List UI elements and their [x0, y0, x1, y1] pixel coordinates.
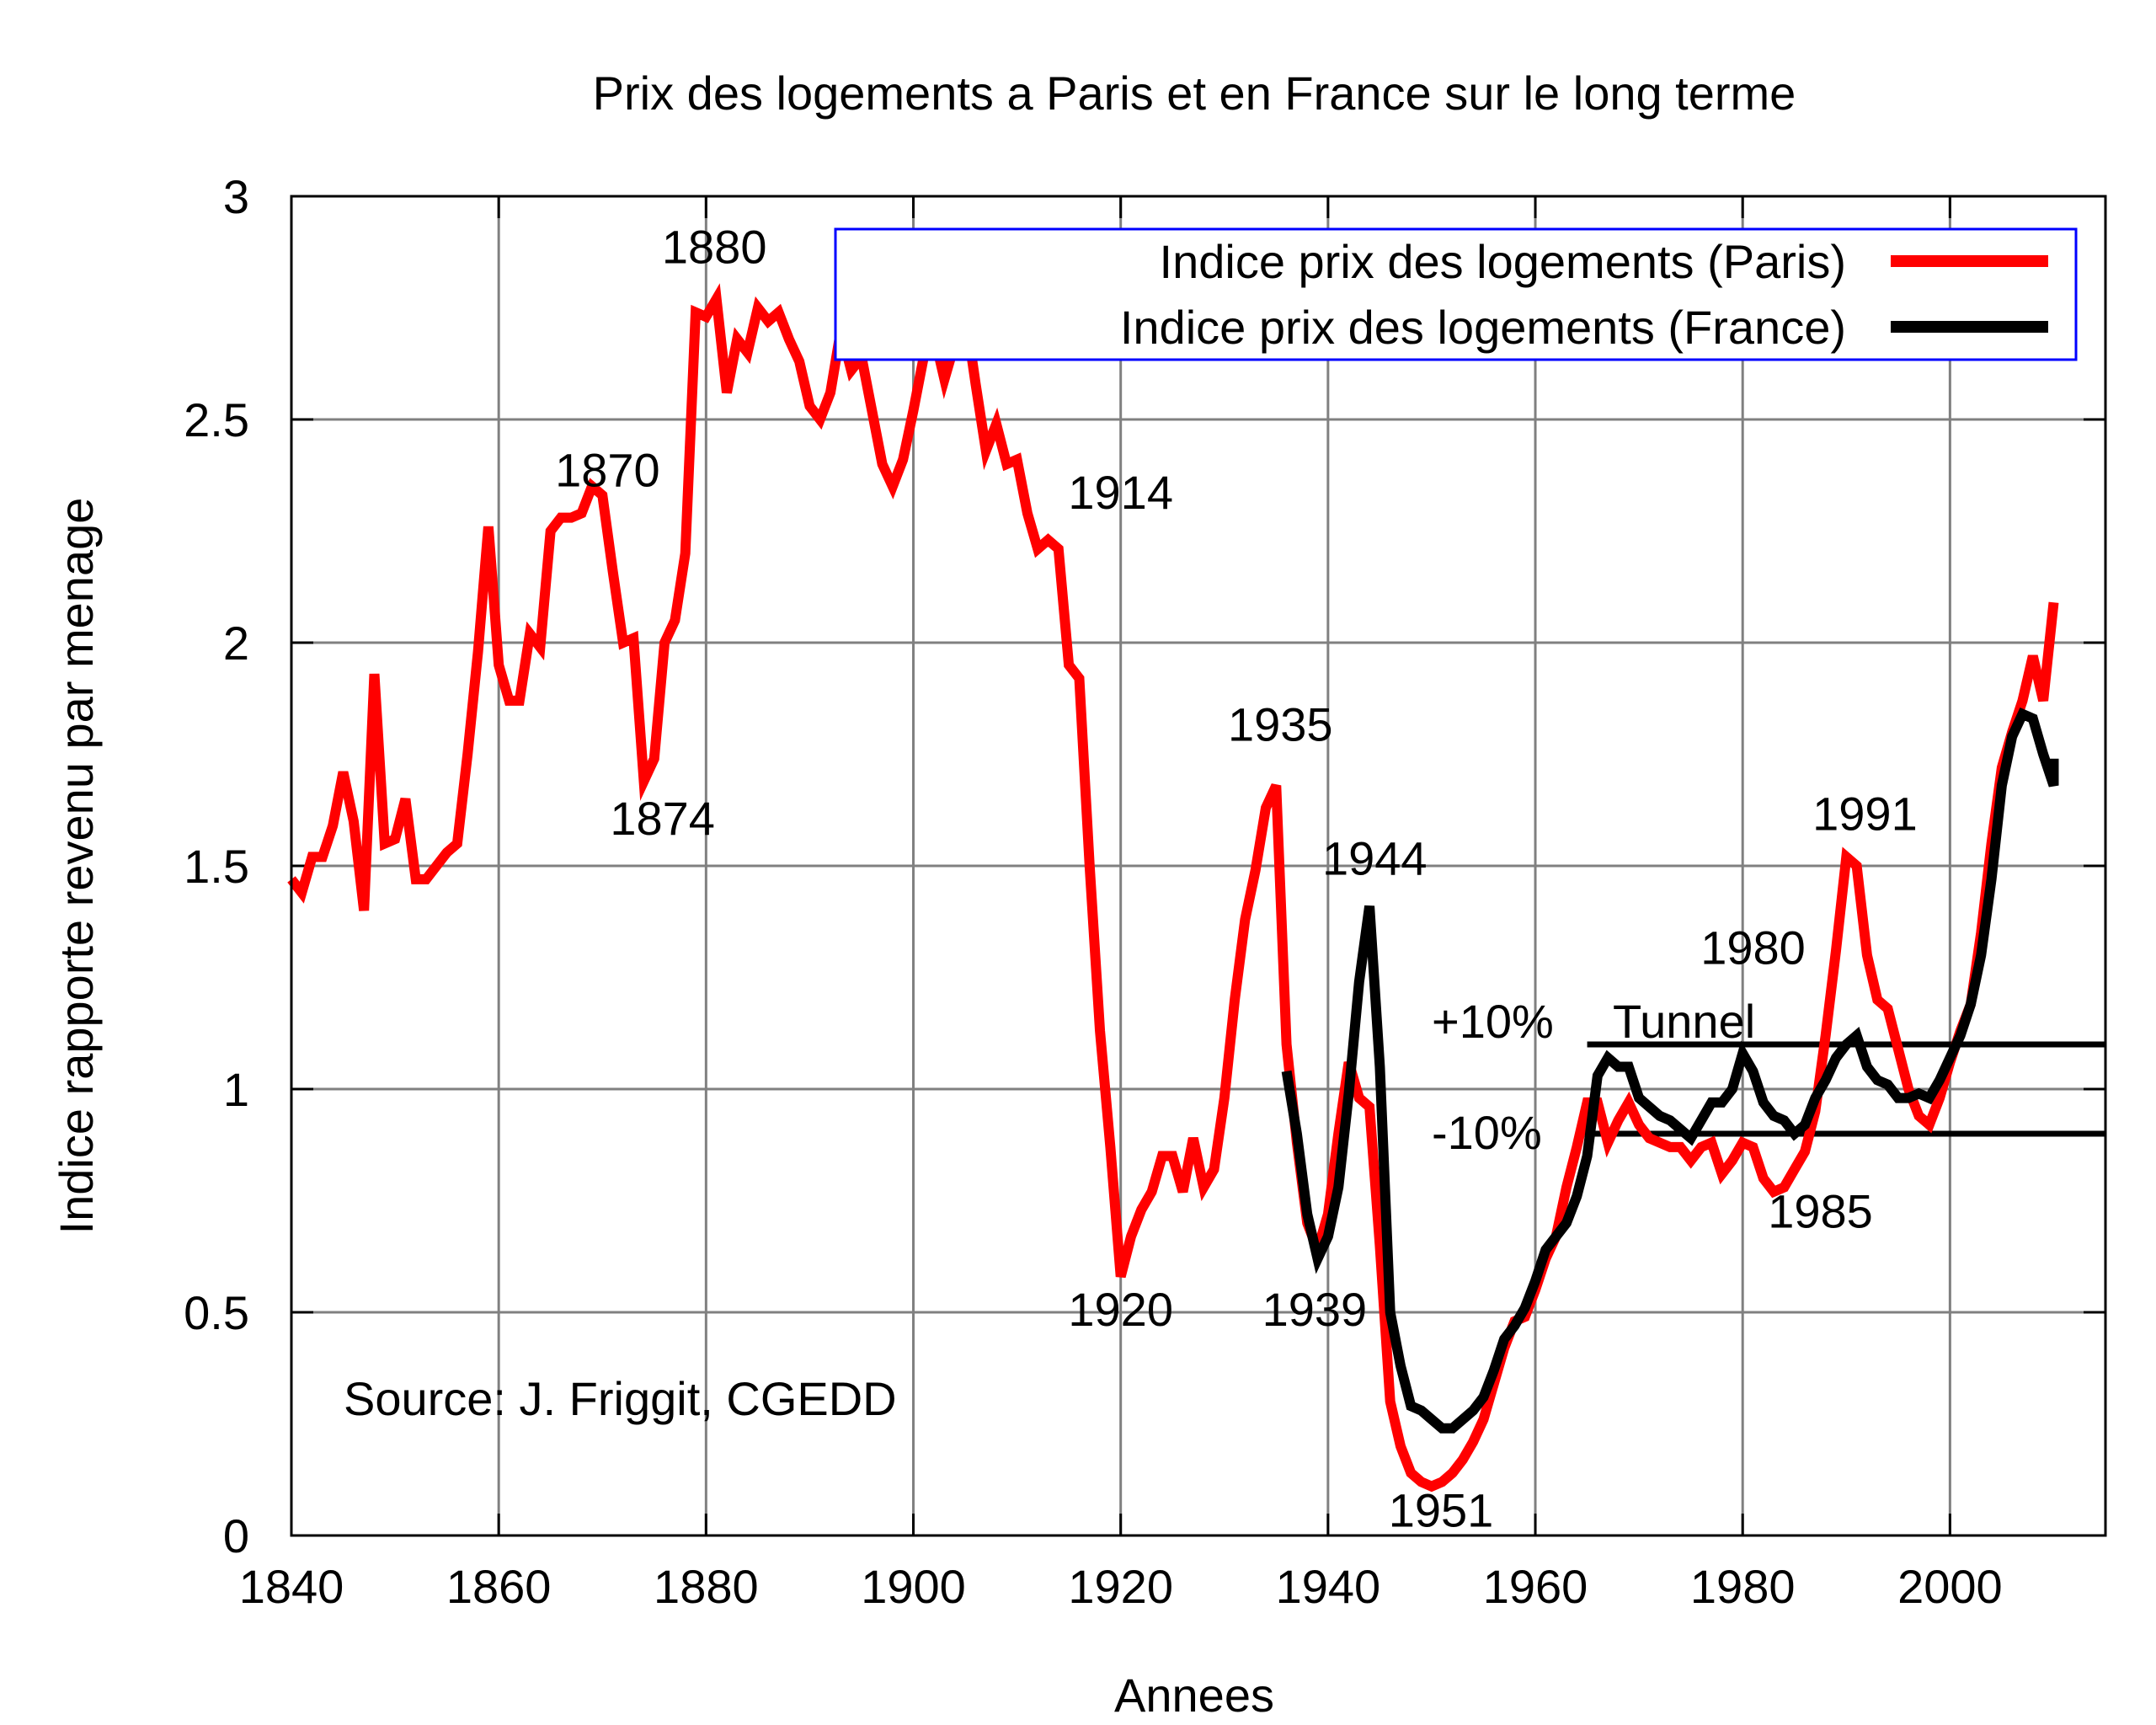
- y-tick-label: 2.5: [184, 393, 249, 446]
- year-annotation: 1944: [1322, 832, 1428, 885]
- series-line-france: [1281, 707, 2059, 1434]
- x-tick-label: 1880: [654, 1560, 759, 1613]
- tunnel-lower-label: -10%: [1432, 1106, 1542, 1159]
- series: [287, 283, 2059, 1493]
- year-annotation: 1920: [1068, 1283, 1173, 1336]
- x-tick-label: 1960: [1483, 1560, 1588, 1613]
- y-tick-label: 0: [223, 1509, 249, 1562]
- year-annotation: 1880: [662, 221, 767, 274]
- x-tick-label: 1900: [861, 1560, 966, 1613]
- y-tick-label: 0.5: [184, 1286, 249, 1339]
- year-annotation: 1951: [1389, 1483, 1494, 1536]
- y-tick-label: 2: [223, 617, 249, 670]
- year-annotation: 1991: [1812, 788, 1918, 841]
- grid: [291, 196, 2105, 1535]
- legend-box: [834, 227, 2078, 361]
- x-axis-tick-labels: 1840 1860 1880 1900 1920 1940 1960 1980 2000: [239, 1560, 2003, 1613]
- y-axis-title: Indice rapporte revenu par menage: [50, 498, 103, 1235]
- year-annotation: 1874: [610, 792, 715, 845]
- y-tick-label: 1: [223, 1063, 249, 1116]
- year-annotation: 1914: [1068, 466, 1173, 519]
- x-tick-label: 1980: [1690, 1560, 1796, 1613]
- series-line-paris: [287, 283, 2059, 1493]
- year-annotation: 1935: [1228, 698, 1333, 751]
- x-tick-label: 2000: [1897, 1560, 2003, 1613]
- y-tick-label: 3: [223, 170, 249, 223]
- x-tick-label: 1860: [446, 1560, 552, 1613]
- y-axis-tick-labels: 0 0.5 1 1.5 2 2.5 3: [184, 170, 249, 1562]
- x-tick-label: 1920: [1068, 1560, 1173, 1613]
- y-tick-label: 1.5: [184, 840, 249, 893]
- year-annotations: 1880 1870 1914 1874 1935 1944 1991 1980 1985 1920…: [555, 221, 1918, 1537]
- legend: Indice prix des logements (Paris) Indice…: [834, 227, 2078, 361]
- year-annotation: 1985: [1768, 1184, 1873, 1237]
- x-tick-label: 1940: [1276, 1560, 1381, 1613]
- legend-label-paris: Indice prix des logements (Paris): [1160, 235, 1846, 288]
- year-annotation: 1939: [1262, 1283, 1368, 1336]
- year-annotation: 1870: [555, 444, 660, 497]
- legend-label-france: Indice prix des logements (France): [1120, 301, 1846, 354]
- tunnel-label: Tunnel: [1613, 995, 1755, 1048]
- tunnel-upper-label: +10%: [1432, 995, 1554, 1048]
- plot-frame: [290, 195, 2107, 1537]
- x-tick-label: 1840: [239, 1560, 344, 1613]
- x-axis-title: Annees: [1114, 1669, 1274, 1722]
- chart-title: Prix des logements a Paris et en France …: [593, 67, 1796, 120]
- source-note: Source: J. Friggit, CGEDD: [344, 1372, 897, 1425]
- year-annotation: 1980: [1700, 921, 1806, 975]
